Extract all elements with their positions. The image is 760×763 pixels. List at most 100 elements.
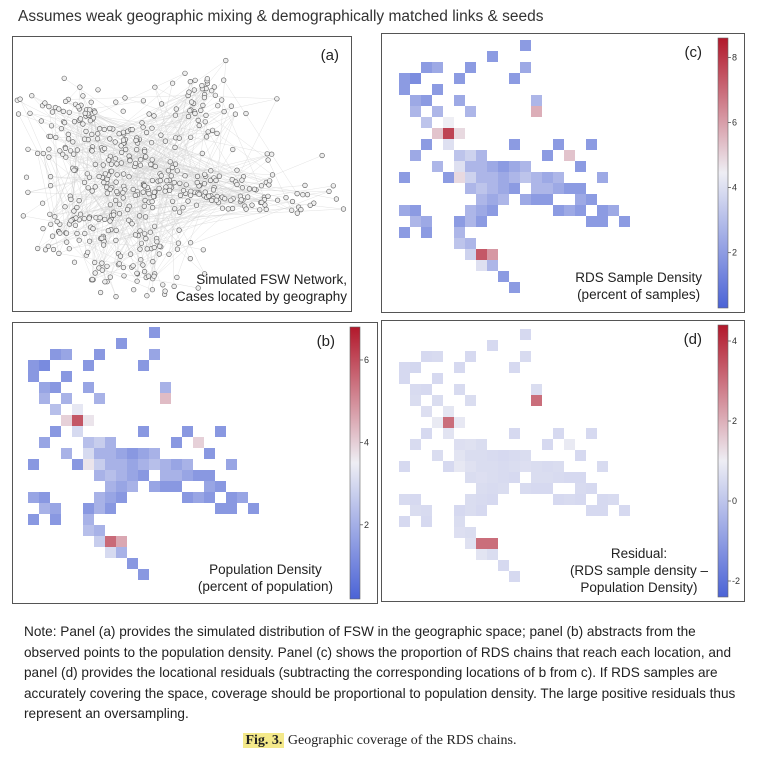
heatmap-cell xyxy=(105,503,116,514)
heatmap-cell xyxy=(476,450,487,461)
heatmap-cell xyxy=(432,417,443,428)
heatmap-cell xyxy=(476,205,487,216)
heatmap-cell xyxy=(564,472,575,483)
heatmap-cell xyxy=(215,503,226,514)
network-plot xyxy=(14,57,347,300)
heatmap-cell xyxy=(399,373,410,384)
heatmap-cell xyxy=(597,205,608,216)
heatmap-cell xyxy=(83,525,94,536)
heatmap-cell xyxy=(465,150,476,161)
heatmap-cell xyxy=(498,472,509,483)
heatmap-cell xyxy=(39,503,50,514)
heatmap-cell xyxy=(215,426,226,437)
heatmap-cell xyxy=(61,393,72,404)
heatmap-cell xyxy=(487,249,498,260)
heatmap-cell xyxy=(465,238,476,249)
heatmap-cell xyxy=(105,448,116,459)
panel-c-label: (c) xyxy=(684,44,703,61)
heatmap-cell xyxy=(421,384,432,395)
panel-a-caption-line2: Cases located by geography xyxy=(175,289,347,304)
heatmap-cell xyxy=(171,437,182,448)
colorbar-tick-label: 4 xyxy=(732,336,737,346)
panel-d-caption: Residual: (RDS sample density – Populati… xyxy=(570,545,708,596)
caption-text: Geographic coverage of the RDS chains. xyxy=(284,733,517,748)
heatmap-cell xyxy=(531,384,542,395)
heatmap-c: 8 6 4 2 xyxy=(399,37,737,309)
heatmap-cell xyxy=(410,395,421,406)
heatmap-cell xyxy=(105,492,116,503)
heatmap-cell xyxy=(586,216,597,227)
heatmap-cell xyxy=(487,494,498,505)
heatmap-cell xyxy=(498,172,509,183)
heatmap-cell xyxy=(553,428,564,439)
heatmap-cell xyxy=(465,183,476,194)
heatmap-cell xyxy=(94,536,105,547)
heatmap-cell xyxy=(72,459,83,470)
heatmap-cell xyxy=(105,536,116,547)
heatmap-cell xyxy=(553,472,564,483)
heatmap-cell xyxy=(399,227,410,238)
heatmap-cell xyxy=(28,514,39,525)
heatmap-cell xyxy=(476,439,487,450)
panel-d-caption-line1: Residual: xyxy=(610,546,668,561)
figure-label-link[interactable]: Fig. 3. xyxy=(243,733,285,748)
heatmap-cell xyxy=(520,62,531,73)
heatmap-cell xyxy=(399,73,410,84)
heatmap-cell xyxy=(443,172,454,183)
colorbar-gradient xyxy=(717,324,729,598)
heatmap-cell xyxy=(476,549,487,560)
colorbar-tick-label: 6 xyxy=(732,118,737,128)
heatmap-cell xyxy=(531,472,542,483)
heatmap-cell xyxy=(476,472,487,483)
heatmap-cell xyxy=(160,470,171,481)
heatmap-cell xyxy=(204,481,215,492)
colorbar-tick-label: 4 xyxy=(364,437,369,447)
heatmap-cell xyxy=(586,194,597,205)
heatmap-cell xyxy=(182,470,193,481)
colorbar-tick-label: 2 xyxy=(732,416,737,426)
heatmap-cell xyxy=(454,527,465,538)
heatmap-cell xyxy=(399,205,410,216)
heatmap-cell xyxy=(39,437,50,448)
heatmap-cell xyxy=(28,492,39,503)
heatmap-cell xyxy=(465,461,476,472)
heatmap-cell xyxy=(83,514,94,525)
heatmap-cell xyxy=(399,362,410,373)
panel-b-label: (b) xyxy=(316,333,335,350)
heatmap-cell xyxy=(454,461,465,472)
heatmap-cells xyxy=(399,329,630,582)
heatmap-cell xyxy=(116,338,127,349)
heatmap-cell xyxy=(116,547,127,558)
heatmap-cell xyxy=(498,183,509,194)
colorbar: 6 4 2 xyxy=(349,326,369,600)
heatmap-cell xyxy=(509,571,520,582)
heatmap-cell xyxy=(28,371,39,382)
heatmap-cell xyxy=(553,494,564,505)
heatmap-cell xyxy=(421,406,432,417)
figure-caption: Fig. 3. Geographic coverage of the RDS c… xyxy=(0,733,760,749)
heatmap-cell xyxy=(487,549,498,560)
heatmap-cell xyxy=(127,470,138,481)
heatmap-cell xyxy=(127,448,138,459)
heatmap-cell xyxy=(28,360,39,371)
heatmap-cell xyxy=(498,461,509,472)
figure-note: Note: Panel (a) provides the simulated d… xyxy=(24,624,736,721)
colorbar-tick-label: 4 xyxy=(732,183,737,193)
heatmap-cell xyxy=(476,183,487,194)
panel-b-population-density: 6 4 2 (b) Population Density (percent of p… xyxy=(12,322,378,604)
heatmap-cell xyxy=(476,260,487,271)
heatmap-cell xyxy=(465,351,476,362)
heatmap-cell xyxy=(105,481,116,492)
heatmap-cell xyxy=(465,450,476,461)
heatmap-cell xyxy=(542,183,553,194)
panel-c-caption: RDS Sample Density (percent of samples) xyxy=(575,269,702,303)
heatmap-cell xyxy=(94,525,105,536)
heatmap-cell xyxy=(61,371,72,382)
heatmap-cell xyxy=(476,249,487,260)
heatmap-cell xyxy=(509,362,520,373)
panel-c-sample-density: 8 6 4 2 (c) RDS Sample Density (percent of … xyxy=(381,33,745,313)
heatmap-cell xyxy=(72,426,83,437)
heatmap-cell xyxy=(509,428,520,439)
heatmap-cell xyxy=(160,382,171,393)
heatmap-cell xyxy=(83,382,94,393)
